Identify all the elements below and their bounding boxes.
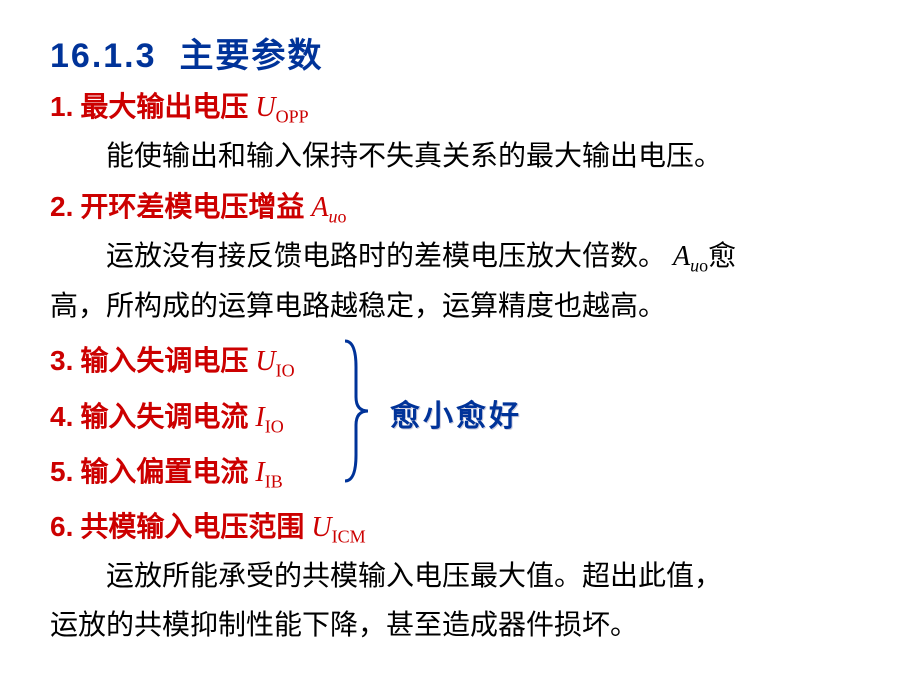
item-symbol: UOPP [255, 92, 308, 123]
item-label: 最大输出电压 [80, 91, 248, 122]
section-title-text: 主要参数 [179, 37, 323, 75]
item-number: 4. [50, 401, 73, 432]
item-symbol: IIB [255, 457, 282, 488]
item-desc-line2: 高，所构成的运算电路越稳定，运算精度也越高。 [50, 282, 880, 331]
param-item-3: 3. 输入失调电压 UIO [50, 337, 880, 386]
item-number: 6. [50, 511, 73, 542]
item-heading: 6. 共模输入电压范围 UICM [50, 503, 880, 552]
brace-annotation: 愈小愈好 [390, 391, 522, 435]
item-number: 3. [50, 345, 73, 376]
item-label: 输入失调电流 [80, 401, 248, 432]
item-label: 输入偏置电流 [80, 456, 248, 487]
section-title: 16.1.3 主要参数 [50, 28, 880, 77]
item-label: 输入失调电压 [80, 345, 248, 376]
item-symbol: Auo [311, 192, 346, 223]
item-number: 5. [50, 456, 73, 487]
item-symbol: UICM [311, 512, 365, 543]
param-item-6: 6. 共模输入电压范围 UICM 运放所能承受的共模输入电压最大值。超出此值， … [50, 503, 880, 650]
item-symbol: IIO [255, 402, 283, 433]
section-number: 16.1.3 [50, 37, 157, 75]
inline-symbol: Auo [673, 241, 708, 272]
param-item-2: 2. 开环差模电压增益 Auo 运放没有接反馈电路时的差模电压放大倍数。 Auo… [50, 183, 880, 331]
brace-group: 3. 输入失调电压 UIO 4. 输入失调电流 IIO 5. 输入偏置电流 II… [50, 337, 880, 497]
param-item-1: 1. 最大输出电压 UOPP 能使输出和输入保持不失真关系的最大输出电压。 [50, 83, 880, 181]
right-brace-icon [340, 337, 370, 485]
item-desc: 运放没有接反馈电路时的差模电压放大倍数。 Auo愈 [50, 232, 880, 282]
item-label: 共模输入电压范围 [80, 511, 304, 542]
item-desc: 能使输出和输入保持不失真关系的最大输出电压。 [50, 132, 880, 181]
item-label: 开环差模电压增益 [80, 191, 304, 222]
item-desc-line2: 运放的共模抑制性能下降，甚至造成器件损坏。 [50, 601, 880, 650]
param-item-5: 5. 输入偏置电流 IIB [50, 448, 880, 497]
item-heading: 1. 最大输出电压 UOPP [50, 83, 880, 132]
item-number: 1. [50, 91, 73, 122]
item-symbol: UIO [255, 346, 294, 377]
item-desc: 运放所能承受的共模输入电压最大值。超出此值， [50, 552, 880, 601]
item-number: 2. [50, 191, 73, 222]
item-heading: 2. 开环差模电压增益 Auo [50, 183, 880, 232]
